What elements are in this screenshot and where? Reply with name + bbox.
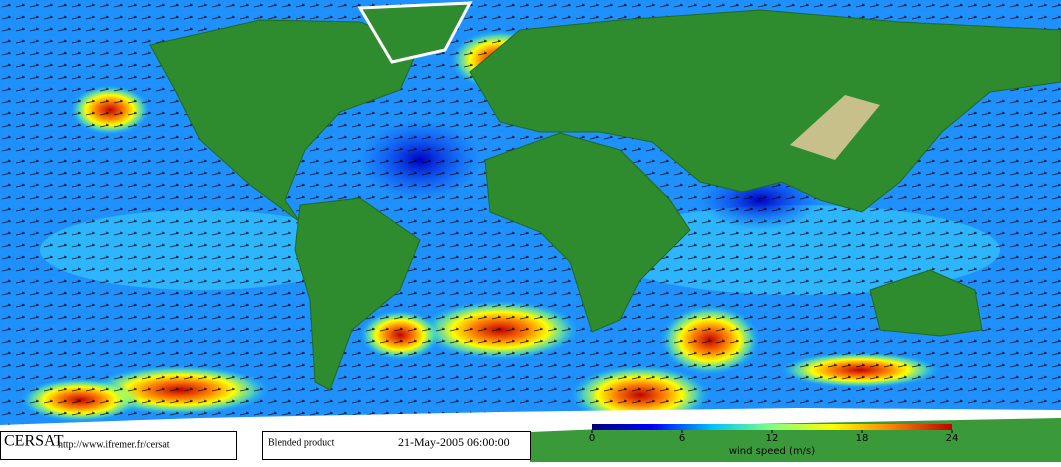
continents: [149, 9, 1061, 391]
colorbar-tick-label: 24: [946, 433, 959, 444]
colorbar-tick-label: 0: [589, 433, 595, 444]
colorbar-tick-label: 18: [856, 433, 869, 444]
url: http://www.ifremer.fr/cersat: [58, 439, 170, 450]
product: Blended product: [268, 437, 335, 448]
info-box: [262, 431, 531, 460]
colorbar-label: wind speed (m/s): [729, 446, 815, 457]
logo: CERSAT: [4, 433, 64, 450]
colorbar-tick-label: 6: [679, 433, 685, 444]
datetime: 21-May-2005 06:00:00: [398, 435, 510, 449]
colorbar: [592, 424, 952, 430]
colorbar-tick-label: 12: [766, 433, 779, 444]
greenland: [357, 1, 473, 64]
logo-box: [0, 431, 237, 460]
